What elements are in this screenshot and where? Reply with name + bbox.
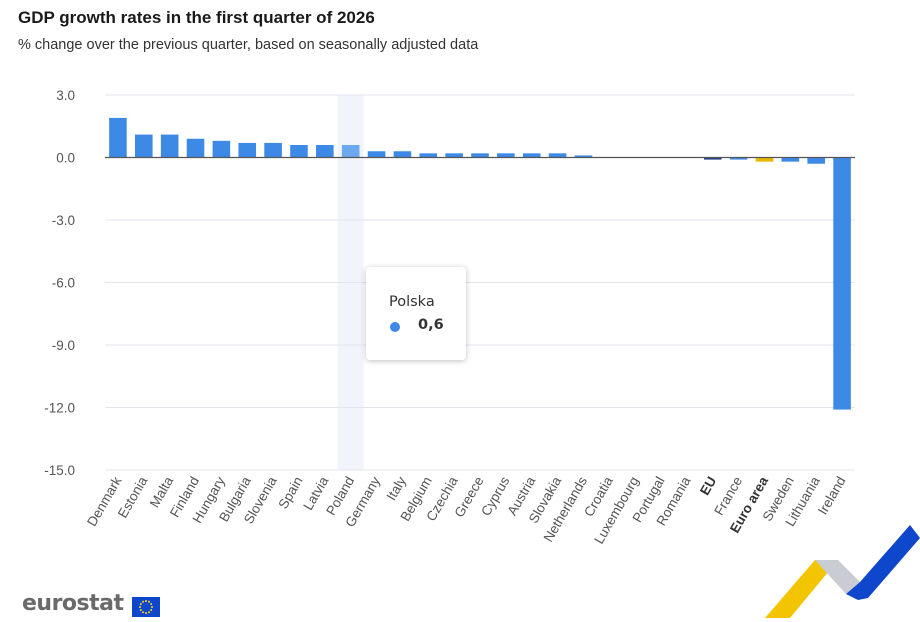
bar-hungary[interactable] xyxy=(212,140,231,158)
y-tick-label: -12.0 xyxy=(44,401,75,416)
x-tick-label: Denmark xyxy=(84,474,124,529)
x-tick-label: Italy xyxy=(384,474,409,503)
bar-euro-area[interactable] xyxy=(755,157,774,162)
eurostat-logo: eurostat xyxy=(22,591,124,616)
bar-italy[interactable] xyxy=(393,151,412,158)
y-tick-label: 3.0 xyxy=(56,88,75,103)
y-tick-label: -9.0 xyxy=(52,338,75,353)
bar-bulgaria[interactable] xyxy=(238,142,257,158)
bar-poland[interactable] xyxy=(341,145,360,158)
bar-ireland[interactable] xyxy=(833,157,851,410)
bar-eu[interactable] xyxy=(703,157,722,160)
bar-estonia[interactable] xyxy=(135,134,153,158)
bar-lithuania[interactable] xyxy=(807,157,825,164)
bar-denmark[interactable] xyxy=(109,117,127,158)
bar-malta[interactable] xyxy=(160,134,179,158)
bar-austria[interactable] xyxy=(522,153,541,158)
bar-czechia[interactable] xyxy=(445,153,463,158)
bar-slovakia[interactable] xyxy=(548,153,567,158)
chart-title: GDP growth rates in the first quarter of… xyxy=(18,8,375,27)
y-tick-label: -3.0 xyxy=(52,213,75,228)
y-tick-label: 0.0 xyxy=(56,151,75,166)
bar-netherlands[interactable] xyxy=(574,155,593,158)
tooltip-series-dot xyxy=(390,322,400,332)
y-tick-label: -6.0 xyxy=(52,276,75,291)
x-tick-label: EU xyxy=(697,474,719,498)
bar-spain[interactable] xyxy=(290,145,308,158)
bar-france[interactable] xyxy=(729,157,748,160)
bar-greece[interactable] xyxy=(471,153,489,158)
bar-latvia[interactable] xyxy=(316,145,334,158)
bar-slovenia[interactable] xyxy=(264,142,282,158)
chart-subtitle: % change over the previous quarter, base… xyxy=(18,37,479,53)
bar-sweden[interactable] xyxy=(781,157,800,162)
tooltip-value: 0,6 xyxy=(418,317,444,333)
eu-flag-icon xyxy=(132,597,160,617)
decorative-arrow-graphic xyxy=(765,525,920,618)
tooltip-country-name: Polska xyxy=(389,294,435,310)
bar-cyprus[interactable] xyxy=(497,153,515,158)
bar-germany[interactable] xyxy=(367,151,386,158)
bar-belgium[interactable] xyxy=(419,153,438,158)
bar-finland[interactable] xyxy=(186,138,205,158)
y-tick-label: -15.0 xyxy=(44,463,75,478)
chart-tooltip: Polska 0,6 xyxy=(366,267,466,360)
